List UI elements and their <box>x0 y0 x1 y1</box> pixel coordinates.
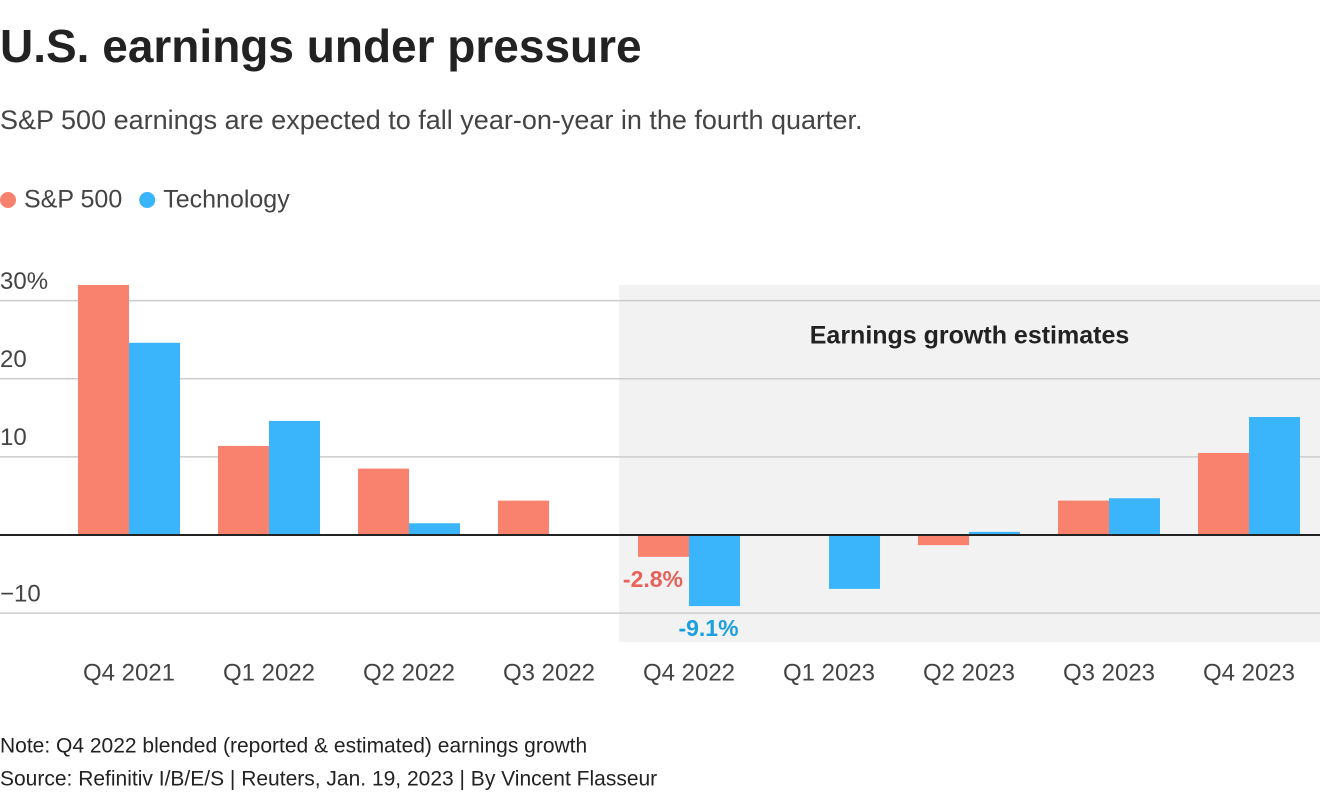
y-tick-label: −10 <box>0 580 41 607</box>
bar <box>498 500 549 535</box>
x-tick-label: Q2 2023 <box>923 659 1015 686</box>
x-tick-label: Q3 2022 <box>503 659 595 686</box>
chart-title: U.S. earnings under pressure <box>0 20 642 72</box>
y-tick-label: 10 <box>0 424 27 451</box>
x-tick-label: Q4 2023 <box>1203 659 1295 686</box>
y-tick-label: 30% <box>0 268 48 295</box>
x-tick-label: Q1 2023 <box>783 659 875 686</box>
chart-subtitle: S&P 500 earnings are expected to fall ye… <box>0 105 863 135</box>
bar <box>829 534 880 589</box>
value-label: -9.1% <box>678 615 738 641</box>
legend-label: S&P 500 <box>24 186 122 214</box>
bar <box>218 445 269 535</box>
x-tick-label: Q2 2022 <box>363 659 455 686</box>
bar <box>1109 498 1160 535</box>
x-tick-label: Q4 2021 <box>83 659 175 686</box>
bar <box>1249 417 1300 535</box>
bar <box>129 342 180 535</box>
bar <box>409 523 460 535</box>
annotation: Earnings growth estimates <box>810 322 1130 350</box>
legend-label: Technology <box>163 186 290 214</box>
bar <box>969 531 1020 535</box>
value-label: -2.8% <box>623 566 683 592</box>
bar <box>918 534 969 546</box>
legend-swatch <box>0 192 16 208</box>
y-tick-label: 20 <box>0 346 27 373</box>
source: Source: Refinitiv I/B/E/S | Reuters, Jan… <box>0 768 657 791</box>
bar <box>358 468 409 535</box>
bar <box>1198 452 1249 535</box>
x-tick-label: Q1 2022 <box>223 659 315 686</box>
bar <box>689 534 740 607</box>
bar <box>269 420 320 535</box>
x-tick-label: Q4 2022 <box>643 659 735 686</box>
x-tick-label: Q3 2023 <box>1063 659 1155 686</box>
note: Note: Q4 2022 blended (reported & estima… <box>0 735 587 758</box>
legend-swatch <box>139 192 156 208</box>
bar <box>78 285 129 535</box>
bar <box>1058 500 1109 535</box>
bar <box>638 534 689 557</box>
